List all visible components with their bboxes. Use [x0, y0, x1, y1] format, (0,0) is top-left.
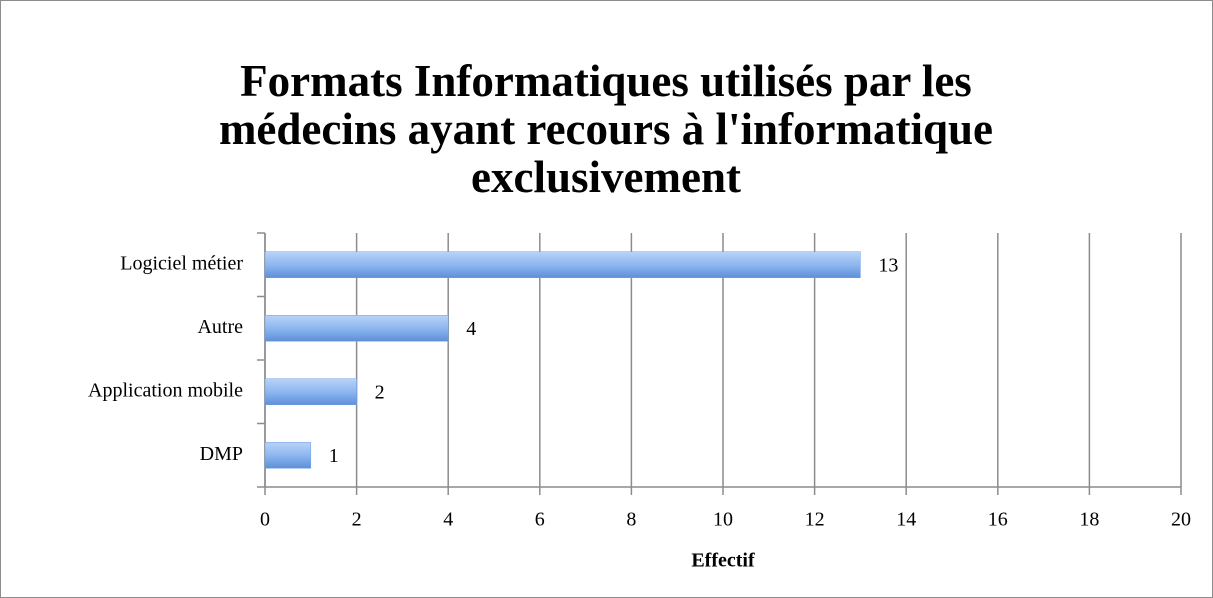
- x-tick-label: 16: [988, 509, 1008, 531]
- y-tick-label: Autre: [197, 316, 243, 338]
- data-label: 1: [329, 445, 339, 467]
- y-tick-label: Application mobile: [88, 379, 243, 401]
- y-tick-label: DMP: [200, 443, 243, 465]
- x-tick-label: 12: [805, 509, 825, 531]
- x-tick-label: 6: [535, 509, 545, 531]
- x-tick-label: 0: [260, 509, 270, 531]
- x-axis-title: Effectif: [691, 550, 755, 572]
- bar: [264, 315, 449, 342]
- x-tick-label: 14: [896, 509, 916, 531]
- x-tick-label: 10: [713, 509, 733, 531]
- x-tick-label: 20: [1171, 509, 1191, 531]
- data-label: 13: [878, 254, 898, 276]
- x-tick-label: 8: [626, 509, 636, 531]
- x-tick-label: 18: [1079, 509, 1099, 531]
- x-tick-label: 4: [443, 509, 453, 531]
- data-label: 2: [375, 381, 385, 403]
- chart-title: Formats Informatiques utilisés par les m…: [218, 56, 994, 202]
- bar: [264, 378, 357, 405]
- bar: [264, 442, 312, 469]
- y-tick-label: Logiciel métier: [120, 252, 243, 274]
- data-label: 4: [466, 318, 476, 340]
- x-tick-label: 2: [352, 509, 362, 531]
- bar: [264, 251, 861, 278]
